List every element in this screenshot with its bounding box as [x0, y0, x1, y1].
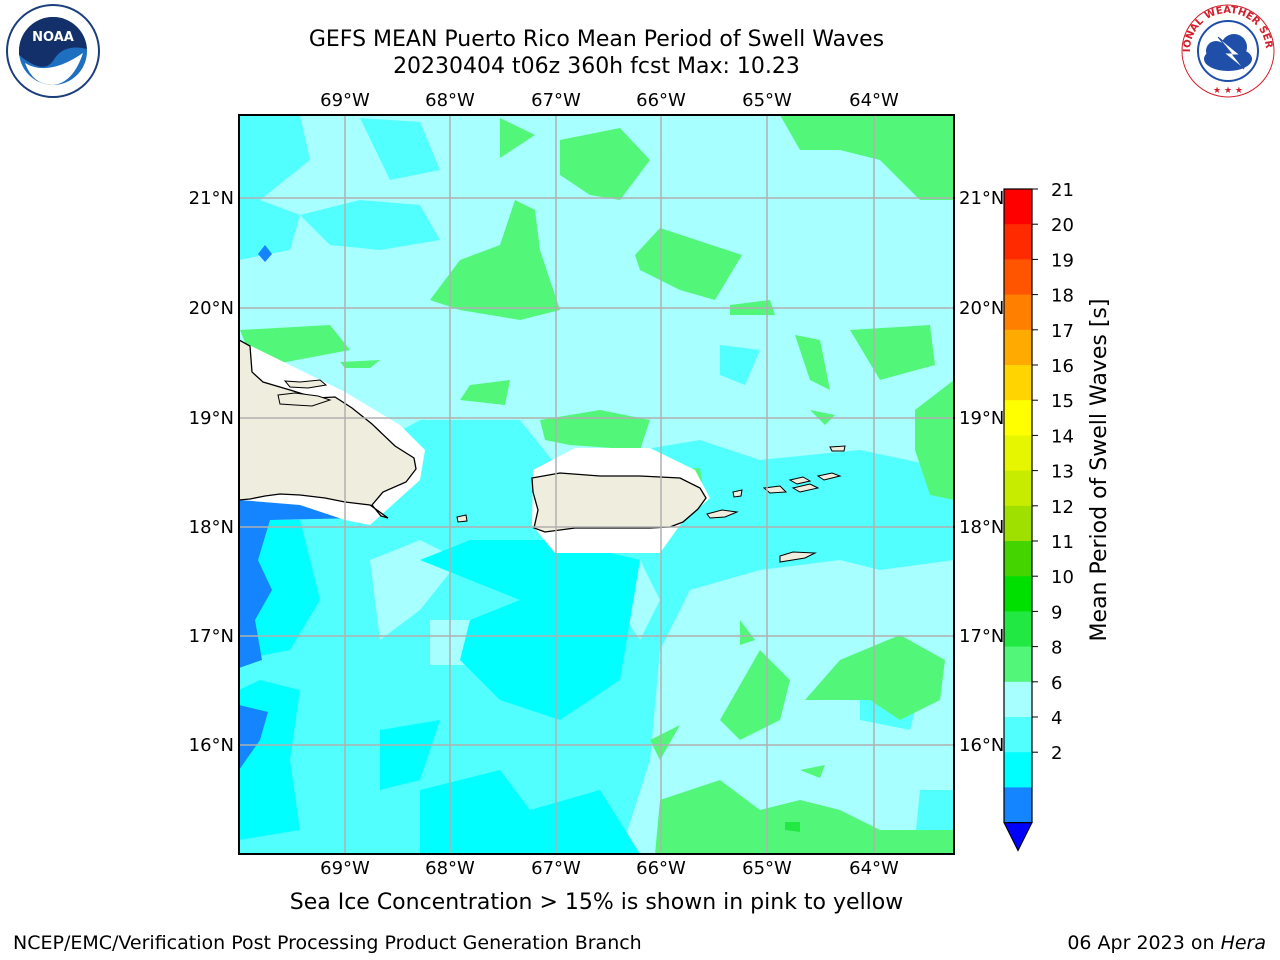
map-graticule	[239, 115, 954, 854]
colorbar-segment	[1004, 470, 1032, 507]
lon-label-bottom: 67°W	[531, 858, 581, 879]
lon-label-bottom: 64°W	[849, 858, 899, 879]
swell-period-field	[239, 115, 954, 854]
lon-label-bottom: 65°W	[742, 858, 792, 879]
colorbar-segment	[1004, 752, 1032, 788]
lat-label-left: 21°N	[189, 188, 234, 209]
colorbar-tick-label: 15	[1051, 391, 1074, 412]
footer-date: 06 Apr 2023 on Hera	[1067, 932, 1266, 954]
colorbar-segment	[1004, 259, 1032, 296]
colorbar-tick-label: 4	[1051, 708, 1062, 729]
lon-label-top: 68°W	[425, 90, 475, 111]
colorbar-segment	[1004, 329, 1032, 366]
colorbar-tick-label: 6	[1051, 673, 1062, 694]
colorbar-segment	[1004, 400, 1032, 436]
colorbar-segment	[1004, 294, 1032, 331]
colorbar-segment	[1004, 505, 1032, 542]
colorbar-tick-label: 2	[1051, 743, 1062, 764]
footer-host: Hera	[1220, 932, 1266, 954]
colorbar-tick-label: 14	[1051, 426, 1074, 447]
lat-label-right: 18°N	[959, 517, 1004, 538]
colorbar-tick-label: 18	[1051, 286, 1074, 307]
lon-label-top: 65°W	[742, 90, 792, 111]
colorbar: 21 20 19 18 17 16 15 14 13 12 11 10 9 8 6 4 2	[1003, 180, 1074, 852]
colorbar-segment	[1004, 435, 1032, 472]
colorbar-tick-label: 11	[1051, 532, 1074, 553]
colorbar-segment	[1004, 787, 1032, 824]
lon-label-top: 69°W	[320, 90, 370, 111]
colorbar-segment	[1004, 224, 1032, 260]
svg-text:★ ★ ★: ★ ★ ★	[1213, 86, 1243, 96]
colorbar-tick-label: 9	[1051, 602, 1062, 623]
lat-label-left: 19°N	[189, 408, 234, 429]
colorbar-segment	[1004, 541, 1032, 577]
colorbar-tick-label: 17	[1051, 321, 1074, 342]
footer-credit: NCEP/EMC/Verification Post Processing Pr…	[13, 932, 642, 954]
colorbar-segment	[1004, 717, 1032, 753]
lat-label-left: 20°N	[189, 298, 234, 319]
lon-label-top: 67°W	[531, 90, 581, 111]
colorbar-segment	[1004, 646, 1032, 683]
lon-label-top: 64°W	[849, 90, 899, 111]
lat-label-right: 17°N	[959, 626, 1004, 647]
noaa-logo: NOAA	[6, 4, 100, 98]
colorbar-tick-label: 21	[1051, 180, 1074, 201]
colorbar-segment	[1004, 365, 1032, 401]
lat-label-left: 18°N	[189, 517, 234, 538]
lon-label-top: 66°W	[636, 90, 686, 111]
lat-label-right: 21°N	[959, 188, 1004, 209]
lat-label-left: 16°N	[189, 735, 234, 756]
lat-label-left: 17°N	[189, 626, 234, 647]
map-frame	[238, 114, 955, 855]
colorbar-segment	[1004, 189, 1032, 225]
lat-label-right: 16°N	[959, 735, 1004, 756]
map-subtitle: 20230404 t06z 360h fcst Max: 10.23	[393, 54, 800, 79]
lat-label-right: 19°N	[959, 408, 1004, 429]
colorbar-label: Mean Period of Swell Waves [s]	[1087, 299, 1112, 642]
nws-logo: NATIONAL WEATHER SERVICE ★ ★ ★	[1178, 3, 1275, 98]
colorbar-tick-label: 20	[1051, 215, 1074, 236]
colorbar-tick-label: 16	[1051, 356, 1074, 377]
colorbar-tick-label: 13	[1051, 462, 1074, 483]
lon-label-bottom: 69°W	[320, 858, 370, 879]
colorbar-segment	[1004, 611, 1032, 648]
colorbar-tick-label: 12	[1051, 497, 1074, 518]
colorbar-segment	[1004, 681, 1032, 718]
lat-label-right: 20°N	[959, 298, 1004, 319]
colorbar-extension	[1003, 822, 1033, 852]
colorbar-tick-label: 19	[1051, 250, 1074, 271]
map-title: GEFS MEAN Puerto Rico Mean Period of Swe…	[308, 27, 885, 52]
sea-ice-caption: Sea Ice Concentration > 15% is shown in …	[289, 890, 904, 915]
colorbar-tick-label: 8	[1051, 638, 1062, 659]
colorbar-tick-label: 10	[1051, 567, 1074, 588]
lon-label-bottom: 66°W	[636, 858, 686, 879]
footer-date-text: 06 Apr 2023 on	[1067, 932, 1221, 954]
lon-label-bottom: 68°W	[425, 858, 475, 879]
colorbar-segment	[1004, 576, 1032, 612]
noaa-logo-text: NOAA	[32, 30, 74, 45]
